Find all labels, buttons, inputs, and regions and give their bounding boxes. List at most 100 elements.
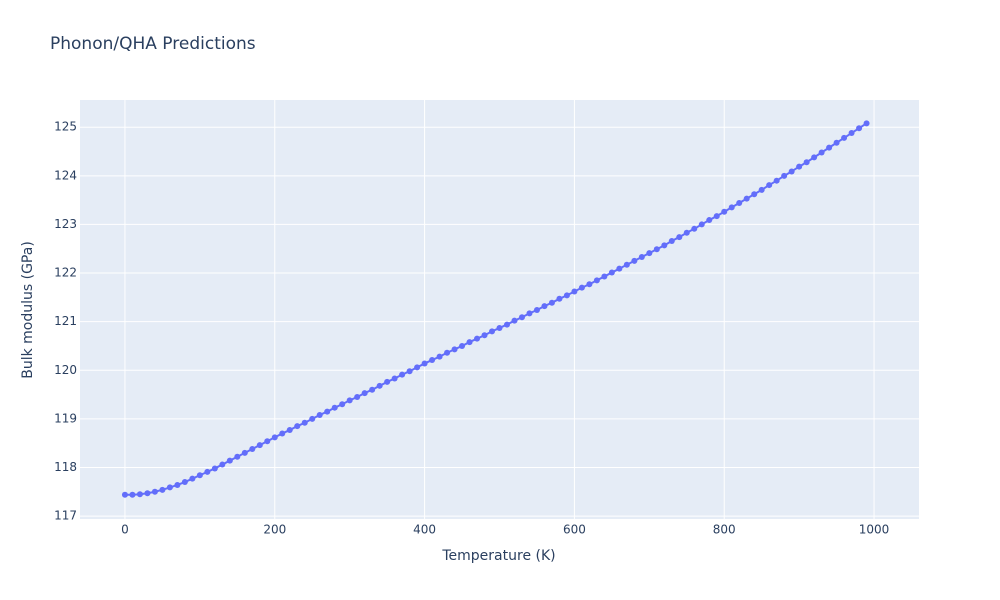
data-point [234, 453, 241, 460]
data-point [309, 415, 316, 422]
data-point [339, 401, 346, 408]
data-point [841, 134, 848, 141]
data-point [713, 213, 720, 220]
data-point [556, 295, 563, 302]
data-point [151, 488, 158, 495]
data-point [144, 490, 151, 497]
data-point [489, 328, 496, 335]
data-point [833, 139, 840, 146]
data-point [863, 120, 870, 127]
data-point [376, 382, 383, 389]
data-point [563, 292, 570, 299]
data-point [646, 250, 653, 257]
data-point [848, 130, 855, 137]
x-tick-label: 0 [121, 523, 129, 537]
y-tick-label: 124 [54, 168, 77, 182]
data-point [444, 349, 451, 356]
data-point [818, 149, 825, 156]
data-point [698, 221, 705, 228]
data-point [121, 491, 128, 498]
data-point [668, 237, 675, 244]
data-point [384, 378, 391, 385]
data-point [399, 371, 406, 378]
data-point [421, 360, 428, 367]
plot-area [80, 100, 919, 519]
data-point [159, 486, 166, 493]
data-point [414, 364, 421, 371]
data-point [631, 257, 638, 264]
data-point [766, 182, 773, 189]
data-point [474, 335, 481, 342]
x-tick-label: 400 [413, 523, 436, 537]
y-tick-label: 120 [54, 363, 77, 377]
data-point [601, 273, 608, 280]
data-point [354, 393, 361, 400]
data-point [346, 397, 353, 404]
data-point [826, 144, 833, 151]
y-tick-label: 122 [54, 266, 77, 280]
data-point [856, 125, 863, 132]
data-point [211, 465, 218, 472]
data-point [481, 332, 488, 339]
data-point [781, 172, 788, 179]
data-point [264, 438, 271, 445]
data-point [361, 390, 368, 397]
data-point [683, 229, 690, 236]
data-point [316, 411, 323, 418]
grid [80, 100, 919, 519]
data-point [706, 217, 713, 224]
data-point [189, 475, 196, 482]
data-point [294, 423, 301, 430]
data-point [466, 339, 473, 346]
data-point [721, 208, 728, 215]
data-point [743, 195, 750, 202]
data-point [548, 299, 555, 306]
data-point [571, 288, 578, 295]
data-point [608, 269, 615, 276]
data-point [593, 277, 600, 284]
y-tick-label: 125 [54, 120, 77, 134]
marks [121, 120, 870, 498]
y-axis-title: Bulk modulus (GPa) [20, 241, 36, 379]
data-point [691, 225, 698, 232]
y-tick-label: 119 [54, 411, 77, 425]
data-point [204, 468, 211, 475]
data-point [653, 246, 660, 253]
data-point [638, 254, 645, 261]
data-point [406, 368, 413, 375]
data-point [429, 357, 436, 364]
data-point [436, 353, 443, 360]
data-point [226, 457, 233, 464]
x-tick-label: 600 [563, 523, 586, 537]
data-point [511, 317, 518, 324]
data-point [676, 234, 683, 241]
data-point [166, 484, 173, 491]
data-point [496, 324, 503, 331]
data-point [788, 168, 795, 175]
data-point [241, 449, 248, 456]
data-point [129, 491, 136, 498]
x-tick-label: 200 [263, 523, 286, 537]
data-point [196, 472, 203, 479]
x-tick-label: 800 [713, 523, 736, 537]
series-line [124, 122, 868, 496]
data-point [736, 200, 743, 207]
data-point [533, 306, 540, 313]
data-point [758, 186, 765, 193]
data-point [249, 446, 256, 453]
y-tick-label: 123 [54, 217, 77, 231]
data-point [301, 419, 308, 426]
data-point [796, 163, 803, 170]
data-point [541, 303, 548, 310]
data-point [181, 479, 188, 486]
data-point [286, 427, 293, 434]
data-point [526, 310, 533, 317]
y-tick-label: 118 [54, 460, 77, 474]
data-point [369, 386, 376, 393]
data-point [324, 408, 331, 415]
y-tick-label: 121 [54, 314, 77, 328]
data-point [803, 159, 810, 166]
data-point [279, 430, 286, 437]
data-point [256, 442, 263, 449]
